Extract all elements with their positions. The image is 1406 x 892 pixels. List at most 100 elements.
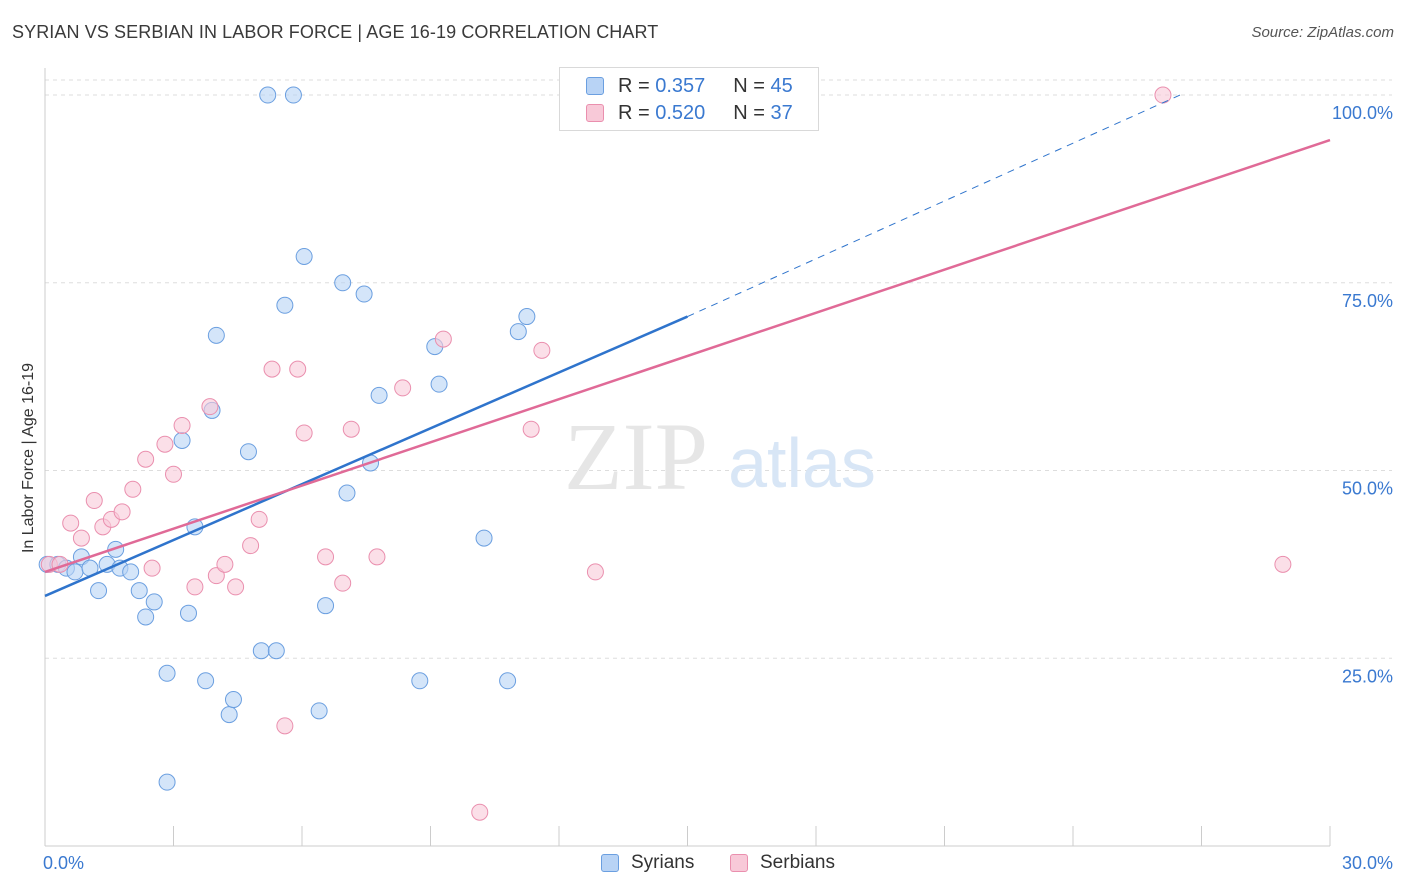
syrians-point-25 (252, 642, 270, 660)
y-tick-label-75: 75.0% (1342, 291, 1393, 311)
serbians-point-26 (334, 574, 352, 592)
syrians-point-19 (197, 672, 215, 690)
syrians-point-21 (207, 326, 225, 344)
serbians-r-value: 0.520 (655, 101, 706, 124)
syrians-point-14 (158, 664, 176, 682)
axes (44, 68, 1331, 847)
correlation-legend: R = 0.357 N = 45 R = 0.520 N = 37 (559, 67, 819, 131)
x-tick-label-max: 30.0% (1342, 853, 1393, 873)
syrians-swatch (586, 77, 604, 95)
syrians-point-10 (122, 563, 140, 581)
trend-lines (44, 94, 1331, 598)
syrians-point-24 (239, 443, 257, 461)
syrians-point-42 (499, 672, 517, 690)
syrians-point-31 (310, 702, 328, 720)
x-tick-label-min: 0.0% (43, 853, 84, 873)
serbians-point-10 (143, 559, 161, 577)
syrians-point-22 (220, 706, 238, 724)
legend-row-serbians: R = 0.520 N = 37 (586, 100, 793, 126)
serbians-point-15 (201, 398, 219, 416)
syrians-point-12 (137, 608, 155, 626)
serbians-point-31 (471, 803, 489, 821)
syrians-point-15 (158, 773, 176, 791)
syrians-n-label: N = (733, 74, 765, 97)
y-tick-label-25: 25.0% (1342, 666, 1393, 686)
serbians-point-33 (533, 341, 551, 359)
serbians-r-label: R = (618, 101, 650, 124)
serbians-point-27 (342, 420, 360, 438)
serbians-point-14 (186, 578, 204, 596)
serbians-point-22 (276, 717, 294, 735)
serbians-point-13 (173, 416, 191, 434)
serbians-point-12 (165, 465, 182, 483)
syrians-legend-label: Syrians (631, 852, 695, 873)
syrians-point-29 (284, 86, 302, 104)
serbians-point-23 (289, 360, 307, 378)
syrians-r-value: 0.357 (655, 74, 706, 97)
serbians-point-3 (72, 529, 90, 547)
series-legend: Syrians Serbians (0, 852, 1406, 876)
syrians-point-33 (334, 274, 352, 292)
watermark-zip: ZIP (564, 403, 708, 510)
serbians-point-16 (207, 567, 225, 585)
watermark: ZIP atlas (564, 403, 876, 510)
syrians-n-value: 45 (770, 74, 793, 97)
syrians-point-23 (224, 691, 242, 709)
syrians-point-41 (475, 529, 493, 547)
syrians-point-28 (276, 296, 294, 314)
syrians-point-27 (267, 642, 285, 660)
serbians-point-35 (1154, 86, 1172, 104)
serbians-point-19 (242, 537, 260, 555)
tick-labels: 25.0% 50.0% 75.0% 100.0% 0.0% 30.0% (43, 103, 1393, 873)
serbians-legend-label: Serbians (760, 852, 835, 873)
serbians-point-28 (368, 548, 386, 566)
syrians-point-26 (259, 86, 277, 104)
serbians-point-8 (124, 480, 142, 498)
syrians-point-34 (338, 484, 356, 502)
syrians-point-11 (130, 582, 148, 600)
serbians-point-32 (522, 420, 540, 438)
serbians-n-label: N = (733, 101, 765, 124)
serbians-point-17 (216, 555, 234, 573)
serbians-point-7 (113, 503, 131, 521)
serbians-trend-line-solid-2 (44, 138, 1331, 574)
syrians-point-17 (179, 604, 197, 622)
serbians-point-25 (317, 548, 335, 566)
syrians-point-38 (411, 672, 429, 690)
watermark-atlas: atlas (728, 424, 876, 502)
serbians-point-36 (1274, 555, 1292, 573)
y-tick-label-100: 100.0% (1332, 103, 1393, 123)
serbians-point-21 (263, 360, 281, 378)
syrians-point-30 (295, 247, 313, 265)
syrians-r-label: R = (618, 74, 650, 97)
syrians-point-13 (145, 593, 163, 611)
syrians-point-6 (90, 582, 108, 600)
serbians-swatch (586, 104, 604, 122)
serbians-point-18 (227, 578, 245, 596)
data-points (38, 86, 1292, 821)
serbians-point-24 (295, 424, 313, 442)
y-tick-label-50: 50.0% (1342, 479, 1393, 499)
legend-row-syrians: R = 0.357 N = 45 (586, 73, 793, 99)
serbians-point-9 (137, 450, 155, 468)
legend-item-syrians[interactable]: Syrians (601, 852, 694, 874)
syrians-trend-line-solid-0 (44, 315, 688, 598)
syrians-point-3 (66, 563, 84, 581)
source-label: Source: ZipAtlas.com (1251, 24, 1394, 41)
syrians-point-16 (173, 431, 191, 449)
syrians-point-37 (370, 386, 388, 404)
syrians-point-44 (518, 308, 536, 326)
chart-title: SYRIAN VS SERBIAN IN LABOR FORCE | AGE 1… (12, 22, 659, 42)
serbians-n-value: 37 (770, 101, 793, 124)
legend-item-serbians[interactable]: Serbians (730, 852, 835, 874)
syrians-point-43 (509, 323, 527, 341)
syrians-point-32 (317, 597, 335, 615)
gridlines (45, 79, 1392, 659)
syrians-legend-swatch (601, 854, 619, 872)
serbians-point-29 (394, 379, 412, 397)
serbians-point-2 (62, 514, 80, 532)
serbians-point-20 (250, 510, 268, 528)
serbians-point-11 (156, 435, 174, 453)
serbians-point-4 (85, 492, 103, 510)
